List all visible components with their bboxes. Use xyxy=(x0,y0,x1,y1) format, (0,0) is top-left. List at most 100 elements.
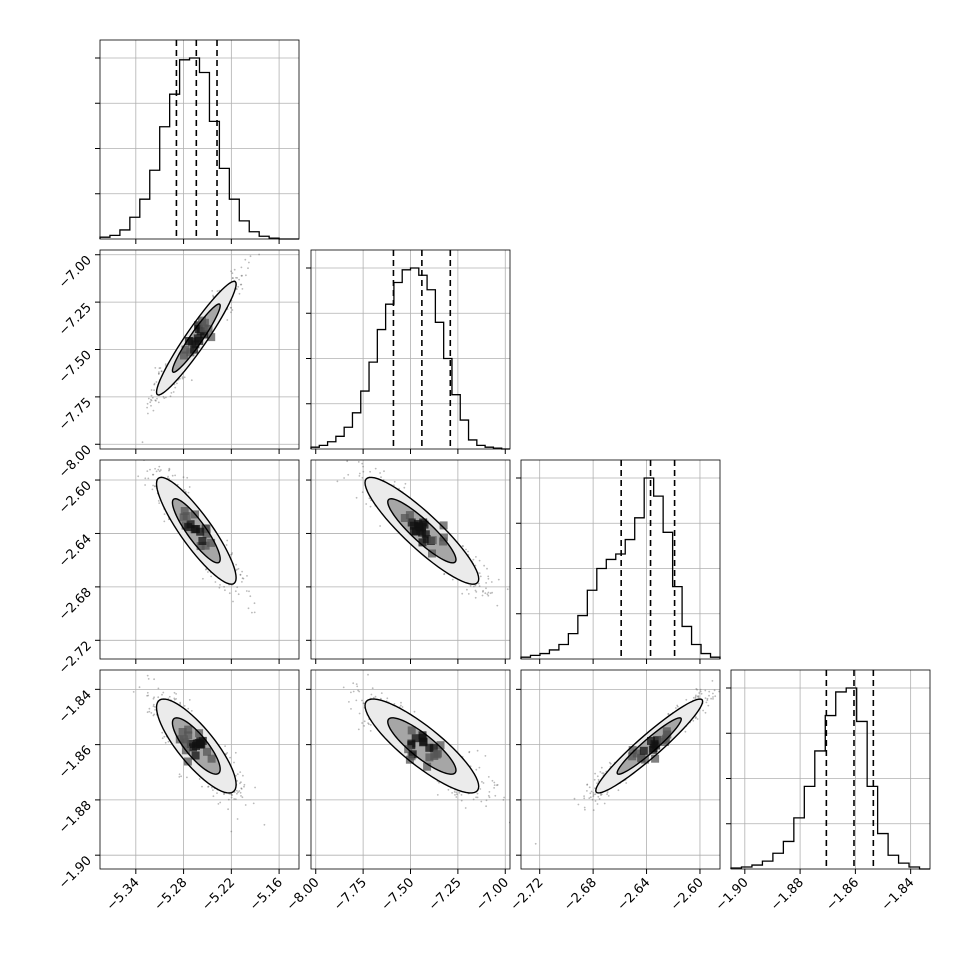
scatter-point xyxy=(472,558,475,561)
scatter-point xyxy=(237,285,240,288)
density-cell xyxy=(178,728,187,736)
scatter-point xyxy=(238,278,241,281)
scatter-point xyxy=(698,692,701,694)
scatter-point xyxy=(721,691,723,693)
scatter-point xyxy=(484,755,487,757)
scatter-point xyxy=(163,520,166,523)
scatter-point xyxy=(609,762,612,765)
scatter-point xyxy=(175,698,177,700)
scatter-point xyxy=(346,460,349,463)
scatter-point xyxy=(236,586,239,589)
scatter-point xyxy=(168,469,170,472)
scatter-point xyxy=(474,589,477,592)
scatter-point xyxy=(594,787,596,789)
scatter-point xyxy=(401,706,404,708)
scatter-point xyxy=(586,790,588,792)
scatter-point xyxy=(161,731,164,734)
scatter-point xyxy=(697,696,700,699)
scatter-point xyxy=(154,709,156,711)
scatter-point xyxy=(475,591,478,593)
scatter-point xyxy=(249,595,252,598)
scatter-point xyxy=(371,687,374,690)
scatter-point xyxy=(182,476,185,479)
scatter-point xyxy=(164,741,167,744)
density-cell xyxy=(207,754,216,763)
y-tick-label: −1.86 xyxy=(56,743,95,782)
scatter-point xyxy=(488,791,491,793)
density-cell xyxy=(439,521,448,530)
x-tick-label: −2.72 xyxy=(508,875,547,914)
scatter-point xyxy=(596,803,599,805)
scatter-point xyxy=(696,688,698,691)
scatter-point xyxy=(237,791,239,794)
density-cell xyxy=(204,324,213,333)
scatter-point xyxy=(456,793,458,796)
histogram-step xyxy=(310,267,510,450)
scatter-point xyxy=(486,593,489,596)
panel-frame xyxy=(99,669,300,870)
scatter-point xyxy=(161,737,164,740)
scatter-point xyxy=(606,793,608,795)
scatter-point xyxy=(493,787,495,789)
scatter-point xyxy=(361,476,364,479)
scatter-point xyxy=(157,500,160,502)
scatter-point xyxy=(236,773,239,775)
scatter-point xyxy=(487,591,490,594)
scatter-point xyxy=(230,793,233,796)
scatter-point xyxy=(347,473,350,476)
scatter-point xyxy=(167,475,169,478)
scatter-point xyxy=(168,467,171,470)
scatter-point xyxy=(369,505,372,508)
scatter-point xyxy=(160,469,162,471)
scatter-point xyxy=(150,712,153,714)
scatter-point xyxy=(137,475,140,478)
panel-content xyxy=(132,674,266,833)
scatter-point xyxy=(487,776,490,778)
scatter-point xyxy=(358,475,361,477)
scatter-point xyxy=(153,382,156,385)
density-cell xyxy=(184,725,193,734)
scatter-point xyxy=(447,788,450,791)
scatter-point xyxy=(138,686,141,689)
scatter-point xyxy=(205,568,207,571)
scatter-point xyxy=(163,397,166,399)
scatter-point xyxy=(479,788,482,790)
scatter-point xyxy=(236,792,238,795)
scatter-point xyxy=(485,799,488,802)
scatter-point xyxy=(400,704,402,707)
scatter-point xyxy=(695,688,698,690)
scatter-point xyxy=(592,793,595,796)
scatter-point xyxy=(149,455,151,457)
scatter-point xyxy=(696,718,699,720)
scatter-point xyxy=(181,377,184,380)
scatter-point xyxy=(144,484,146,486)
scatter-point xyxy=(180,775,182,778)
scatter-point xyxy=(244,804,247,806)
scatter-point xyxy=(368,497,371,500)
scatter-point xyxy=(343,477,345,479)
panel-scatter-1-0: −8.00 −7.75 −7.50 −7.25 −7.00 xyxy=(56,249,300,481)
scatter-point xyxy=(718,690,720,693)
scatter-point xyxy=(168,695,171,698)
scatter-point xyxy=(330,666,332,668)
scatter-point xyxy=(158,372,160,375)
scatter-point xyxy=(237,567,240,570)
scatter-point xyxy=(230,796,233,799)
scatter-point xyxy=(239,573,242,576)
scatter-point xyxy=(173,698,176,701)
scatter-point xyxy=(493,781,496,784)
scatter-point xyxy=(710,697,712,700)
x-tick-label: −1.90 xyxy=(713,875,752,914)
density-cell xyxy=(400,514,409,522)
scatter-point xyxy=(478,572,481,574)
scatter-point xyxy=(468,750,471,753)
scatter-point xyxy=(607,795,610,797)
scatter-point xyxy=(152,473,155,476)
scatter-point xyxy=(158,367,161,369)
scatter-point xyxy=(159,367,162,369)
scatter-point xyxy=(379,525,381,527)
scatter-point xyxy=(704,689,707,692)
scatter-point xyxy=(583,806,586,809)
scatter-point xyxy=(667,713,670,716)
scatter-point xyxy=(713,689,716,692)
